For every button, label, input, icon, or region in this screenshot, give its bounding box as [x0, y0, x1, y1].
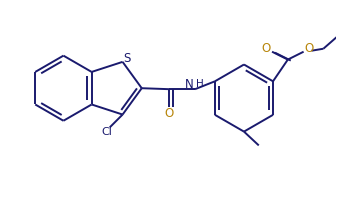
- Text: S: S: [123, 52, 130, 66]
- Text: H: H: [196, 79, 204, 89]
- Text: O: O: [165, 107, 174, 120]
- Text: Cl: Cl: [101, 127, 112, 137]
- Text: O: O: [304, 42, 313, 55]
- Text: O: O: [262, 42, 271, 55]
- Text: N: N: [185, 78, 194, 91]
